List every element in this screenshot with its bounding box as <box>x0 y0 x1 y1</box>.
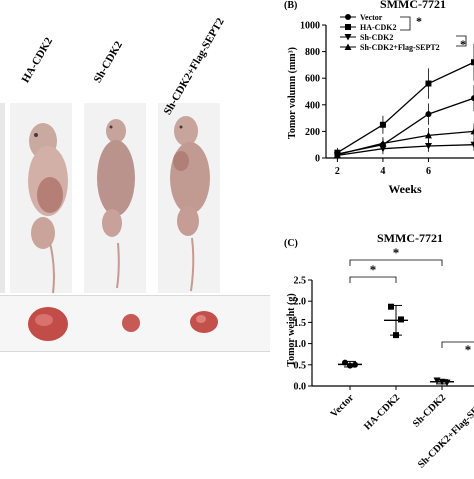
panel-b-legend-marker <box>345 14 351 20</box>
panel-c-point <box>388 304 394 310</box>
panel-b-ytick-label: 0 <box>315 154 320 165</box>
panel-b-xtick-label: 6 <box>426 166 431 177</box>
panel-c-category-label: Vector <box>329 392 357 420</box>
panel-c-point <box>444 380 451 387</box>
panel-b-legend-label: Vector <box>360 13 383 22</box>
panel-b-ytick-label: 200 <box>305 127 320 138</box>
panel-b-ytick-label: 800 <box>305 47 320 58</box>
panel-b-letter: (B) <box>284 0 297 11</box>
tumor-volume-chart: (B) SMMC-7721 Tomor volumn (mm³) Weeks 0… <box>270 0 474 210</box>
panel-b-series-line <box>337 131 474 154</box>
panel-c-point <box>352 362 358 368</box>
label-ha-cdk2: HA-CDK2 <box>20 36 55 85</box>
panel-c-sig-2: * <box>370 262 377 277</box>
panel-c-category-label: Sh-CDK2+Flag-SEPT2 <box>416 392 474 470</box>
mouse-photo-sh-cdk2-flag-sept2 <box>158 103 220 293</box>
panel-b-legend-marker <box>345 24 351 30</box>
mouse-image-sh-cdk2 <box>84 103 146 293</box>
panel-b-ytick-label: 1000 <box>300 21 320 32</box>
panel-b-ytick-label: 400 <box>305 100 320 111</box>
panel-b-xtick-label: 4 <box>380 166 385 177</box>
panel-b-legend-label: HA-CDK2 <box>360 23 396 32</box>
panel-b-series <box>334 44 474 160</box>
panel-b-sig-1: * <box>416 14 422 28</box>
panel-b-point <box>380 122 386 128</box>
panel-b-title: SMMC-7721 <box>380 0 446 11</box>
mouse-photo-extra-cropped <box>233 103 270 293</box>
panel-c-point <box>398 316 404 322</box>
panel-b-xtick-label: 2 <box>335 166 340 177</box>
panel-c-significance: * * * <box>350 245 474 357</box>
panel-b-ytick-label: 600 <box>305 74 320 85</box>
panel-c-points <box>338 304 454 386</box>
panel-c-ytick-label: 1.5 <box>294 318 307 329</box>
panel-b-legend-label: Sh-CDK2+Flag-SEPT2 <box>360 43 440 52</box>
panel-c-title: SMMC-7721 <box>377 231 443 245</box>
panel-b-point <box>425 111 431 117</box>
mouse-photo-sh-cdk2 <box>84 103 146 293</box>
panel-c-category-label: HA-CDK2 <box>362 392 402 432</box>
tumor-images <box>0 296 270 351</box>
panel-c-point <box>342 360 348 366</box>
mouse-photo-ha-cdk2 <box>10 103 72 293</box>
panel-a: HA-CDK2 Sh-CDK2 Sh-CDK2+Flag-SEPT2 <box>0 0 275 360</box>
panel-c-ytick-label: 0.5 <box>294 360 307 371</box>
panel-b: (B) SMMC-7721 Tomor volumn (mm³) Weeks 0… <box>270 0 474 210</box>
excised-tumor-strip <box>0 295 270 352</box>
label-sh-cdk2-flag-sept2: Sh-CDK2+Flag-SEPT2 <box>162 16 227 117</box>
panel-c-sig-3: * <box>465 342 472 357</box>
panel-c-ytick-label: 1.0 <box>294 339 307 350</box>
panel-b-ylabel: Tomor volumn (mm³) <box>287 47 298 139</box>
panel-b-sig-2: * <box>460 37 466 51</box>
panel-c-ytick-label: 2.5 <box>294 276 307 287</box>
panel-c-ytick-label: 0.0 <box>294 382 307 393</box>
panel-c-sig-1: * <box>393 245 400 260</box>
panel-c-point <box>393 332 399 338</box>
mouse-image-sh-cdk2-flag-sept2 <box>158 103 220 293</box>
mouse-photo-vector-cropped <box>0 103 5 293</box>
panel-c-point <box>347 363 353 369</box>
panel-b-xlabel: Weeks <box>388 182 422 196</box>
panel-b-legend-label: Sh-CDK2 <box>360 33 393 42</box>
panel-c-ytick-label: 2.0 <box>294 297 307 308</box>
tumor-weight-chart: (C) SMMC-7721 Tomor weight (g) 0.00.51.0… <box>270 230 474 474</box>
panel-b-point <box>425 81 431 87</box>
panel-c-letter: (C) <box>284 238 298 249</box>
mouse-image-ha-cdk2 <box>10 103 72 293</box>
label-sh-cdk2: Sh-CDK2 <box>92 39 125 85</box>
panel-c-category-label: Sh-CDK2 <box>411 392 448 429</box>
panel-c-point <box>434 377 441 384</box>
